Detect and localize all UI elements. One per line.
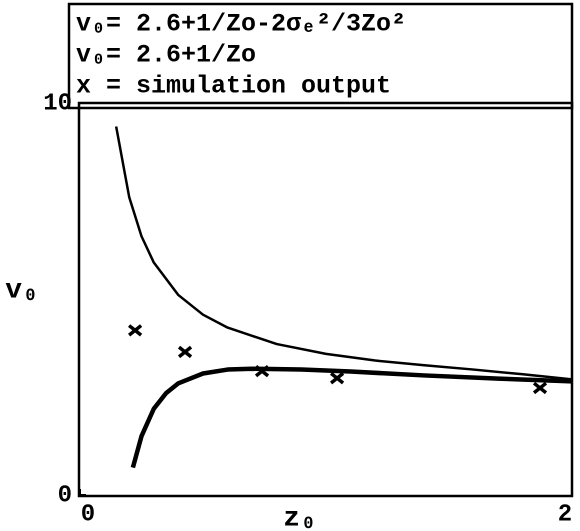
legend-box [67,2,574,110]
scatter-point [254,364,270,378]
y-tick-label: 0 [58,482,72,509]
scatter-point [128,324,143,337]
plot-frame [77,101,574,498]
legend-entry: x = simulation output [76,72,391,101]
y-tick-label: 10 [43,90,72,117]
legend-entry: v₀= 2.6+1/Zo-2σₑ²/3Zo² [76,10,406,39]
line-series [130,366,573,469]
x-axis-label: z₀ [283,503,317,531]
scatter-point [532,381,548,395]
scatter-point [329,372,345,385]
x-tick-label: 2 [558,501,572,528]
legend-entry: v₀= 2.6+1/Zo [76,41,256,70]
y-axis-label: v₀ [5,275,39,306]
x-tick-label: 0 [81,501,95,528]
line-series [114,126,573,381]
scatter-point [177,345,193,359]
